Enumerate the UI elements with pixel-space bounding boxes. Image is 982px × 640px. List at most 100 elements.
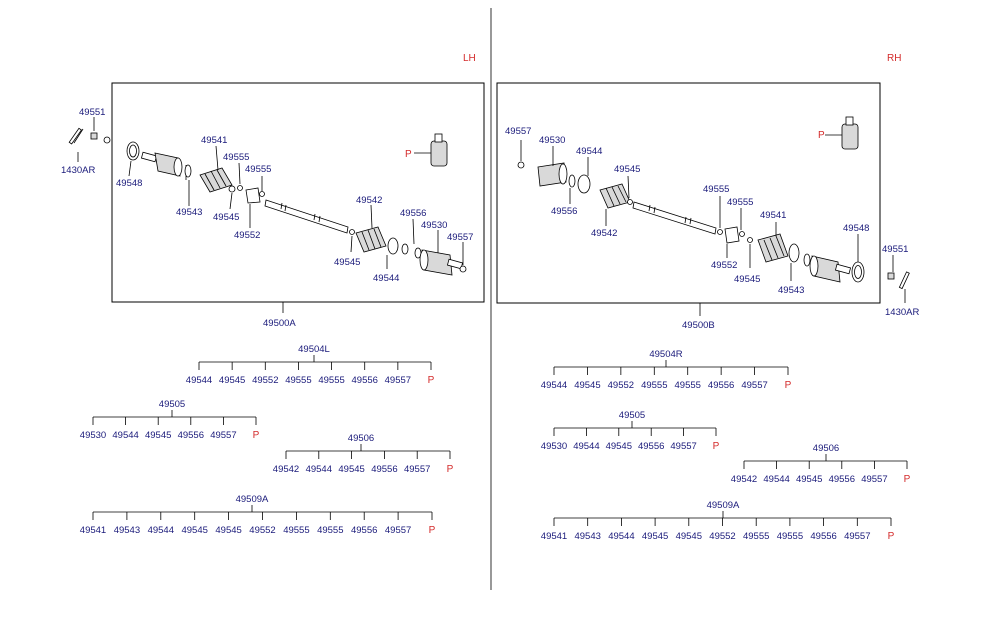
kit-item[interactable]: 49552 bbox=[249, 525, 275, 536]
kit-item[interactable]: 49544 bbox=[306, 464, 332, 475]
right-kit-49504R: 49504R 49544 49545 49552 49555 49555 49556 4955… bbox=[541, 349, 792, 391]
callout-49541-left: 49541 bbox=[201, 135, 227, 146]
kit-item-grease[interactable]: P bbox=[428, 375, 435, 386]
lh-side-label: LH bbox=[463, 53, 476, 64]
outer-cv-joint-left[interactable] bbox=[154, 152, 181, 177]
kit-item[interactable]: 49552 bbox=[709, 531, 735, 542]
callout-49543-left: 49543 bbox=[176, 207, 202, 218]
kit-item[interactable]: 49555 bbox=[318, 375, 344, 386]
right-callouts: 49557 49530 49544 49545 49556 49542 4955… bbox=[505, 126, 919, 331]
kit-item[interactable]: 49545 bbox=[215, 525, 241, 536]
kit-item-grease[interactable]: P bbox=[447, 464, 454, 475]
kit-item[interactable]: 49543 bbox=[574, 531, 600, 542]
kit-item[interactable]: 49556 bbox=[351, 525, 377, 536]
kit-item[interactable]: 49544 bbox=[541, 380, 567, 391]
callout-49543-right: 49543 bbox=[778, 285, 804, 296]
kit-item[interactable]: 49545 bbox=[796, 474, 822, 485]
kit-item[interactable]: 49530 bbox=[541, 441, 567, 452]
kit-name: 49505 bbox=[619, 410, 645, 421]
kit-item[interactable]: 49557 bbox=[385, 525, 411, 536]
shaft-left[interactable] bbox=[264, 199, 349, 234]
callout-p-right: P bbox=[818, 130, 825, 141]
kit-item[interactable]: 49544 bbox=[186, 375, 212, 386]
kit-item[interactable]: 49557 bbox=[741, 380, 767, 391]
kit-item[interactable]: 49544 bbox=[573, 441, 599, 452]
grease-bottle-right[interactable] bbox=[841, 123, 859, 150]
kit-item[interactable]: 49556 bbox=[178, 430, 204, 441]
kit-item[interactable]: 49555 bbox=[317, 525, 343, 536]
kit-item[interactable]: 49544 bbox=[112, 430, 138, 441]
nut-49551-left[interactable] bbox=[90, 132, 98, 140]
kit-item[interactable]: 49545 bbox=[181, 525, 207, 536]
grease-bottle-left[interactable] bbox=[430, 140, 448, 167]
kit-item[interactable]: 49542 bbox=[731, 474, 757, 485]
inner-boot-49542-right[interactable] bbox=[599, 183, 631, 209]
kit-item[interactable]: 49545 bbox=[676, 531, 702, 542]
kit-item[interactable]: 49555 bbox=[641, 380, 667, 391]
kit-item[interactable]: 49545 bbox=[574, 380, 600, 391]
kit-item[interactable]: 49557 bbox=[210, 430, 236, 441]
kit-item[interactable]: 49545 bbox=[338, 464, 364, 475]
kit-item[interactable]: 49556 bbox=[638, 441, 664, 452]
callout-49545-b-right: 49545 bbox=[734, 274, 760, 285]
kit-item[interactable]: 49557 bbox=[385, 375, 411, 386]
callout-49556-left: 49556 bbox=[400, 208, 426, 219]
kit-item[interactable]: 49555 bbox=[283, 525, 309, 536]
damper-49552-left[interactable] bbox=[245, 187, 261, 204]
left-kit-49506: 49506 49542 49544 49545 49556 49557 P bbox=[273, 433, 454, 475]
kit-item[interactable]: 49545 bbox=[642, 531, 668, 542]
kit-item[interactable]: 49555 bbox=[777, 531, 803, 542]
kit-trees: 49504L 49544 49545 49552 49555 49555 49556 4955… bbox=[80, 344, 911, 542]
kit-item[interactable]: 49556 bbox=[829, 474, 855, 485]
kit-item[interactable]: 49544 bbox=[763, 474, 789, 485]
kit-item-grease[interactable]: P bbox=[904, 474, 911, 485]
kit-item[interactable]: 49541 bbox=[541, 531, 567, 542]
kit-item[interactable]: 49557 bbox=[844, 531, 870, 542]
kit-item[interactable]: 49555 bbox=[285, 375, 311, 386]
callout-49555-a-right: 49555 bbox=[703, 184, 729, 195]
callout-49545-a-left: 49545 bbox=[213, 212, 239, 223]
callout-49530-right: 49530 bbox=[539, 135, 565, 146]
kit-item[interactable]: 49557 bbox=[404, 464, 430, 475]
kit-item-grease[interactable]: P bbox=[785, 380, 792, 391]
kit-item-grease[interactable]: P bbox=[713, 441, 720, 452]
kit-item[interactable]: 49556 bbox=[352, 375, 378, 386]
kit-item[interactable]: 49557 bbox=[861, 474, 887, 485]
kit-item[interactable]: 49557 bbox=[670, 441, 696, 452]
kit-item[interactable]: 49545 bbox=[606, 441, 632, 452]
kit-item[interactable]: 49552 bbox=[252, 375, 278, 386]
callout-49542-left: 49542 bbox=[356, 195, 382, 206]
nut-49551-right[interactable] bbox=[887, 272, 895, 280]
callout-49548-right: 49548 bbox=[843, 223, 869, 234]
kit-item[interactable]: 49542 bbox=[273, 464, 299, 475]
kit-item[interactable]: 49555 bbox=[675, 380, 701, 391]
kit-item[interactable]: 49556 bbox=[810, 531, 836, 542]
outer-boot-49541-right[interactable] bbox=[757, 233, 789, 263]
kit-item[interactable]: 49545 bbox=[145, 430, 171, 441]
damper-49552-right[interactable] bbox=[724, 226, 740, 244]
callout-49557-left: 49557 bbox=[447, 232, 473, 243]
callout-49551-right: 49551 bbox=[882, 244, 908, 255]
kit-item[interactable]: 49530 bbox=[80, 430, 106, 441]
kit-item-grease[interactable]: P bbox=[253, 430, 260, 441]
right-exploded-view bbox=[496, 82, 910, 316]
kit-name: 49505 bbox=[159, 399, 185, 410]
kit-item[interactable]: 49544 bbox=[608, 531, 634, 542]
shaft-right[interactable] bbox=[632, 201, 717, 235]
kit-name: 49504R bbox=[649, 349, 682, 360]
kit-item[interactable]: 49545 bbox=[219, 375, 245, 386]
callout-49541-right: 49541 bbox=[760, 210, 786, 221]
kit-item[interactable]: 49543 bbox=[114, 525, 140, 536]
kit-item[interactable]: 49552 bbox=[608, 380, 634, 391]
inner-cv-joint-49530-right[interactable] bbox=[537, 162, 567, 187]
kit-item-grease[interactable]: P bbox=[429, 525, 436, 536]
kit-item[interactable]: 49556 bbox=[371, 464, 397, 475]
kit-item[interactable]: 49541 bbox=[80, 525, 106, 536]
callout-49552-left: 49552 bbox=[234, 230, 260, 241]
kit-item[interactable]: 49556 bbox=[708, 380, 734, 391]
right-kit-49505: 49505 49530 49544 49545 49556 49557 P bbox=[541, 410, 720, 452]
kit-item[interactable]: 49555 bbox=[743, 531, 769, 542]
kit-item[interactable]: 49544 bbox=[148, 525, 174, 536]
inner-boot-49542-left[interactable] bbox=[355, 226, 387, 253]
kit-item-grease[interactable]: P bbox=[888, 531, 895, 542]
